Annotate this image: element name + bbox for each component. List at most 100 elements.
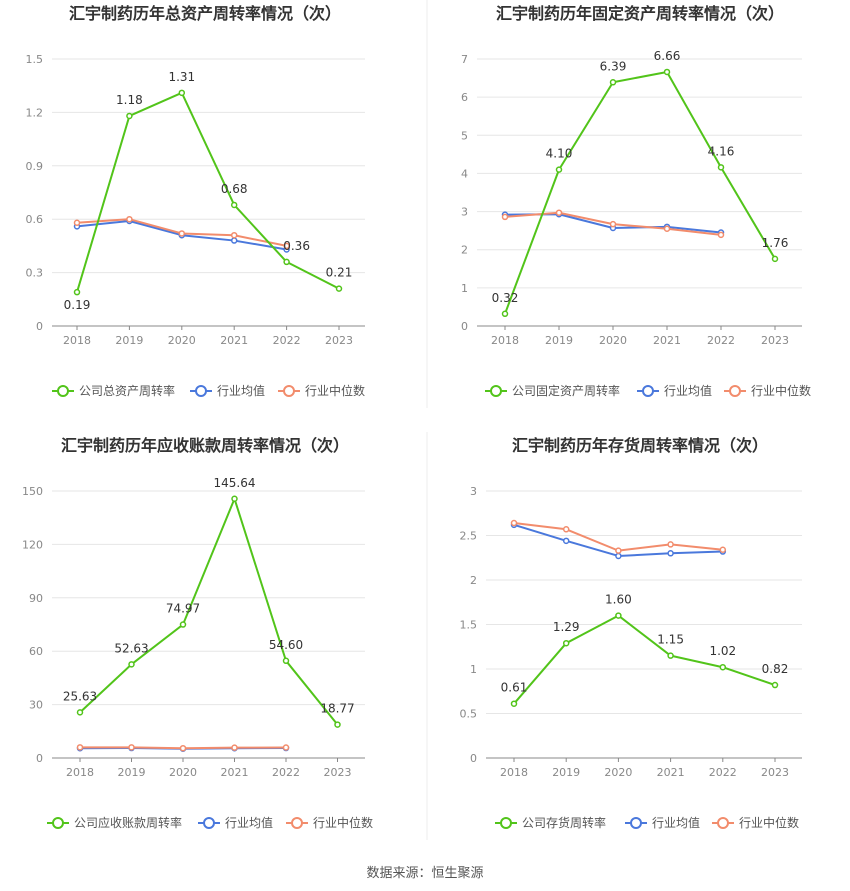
- x-tick-label: 2019: [552, 766, 580, 779]
- data-point-median: [282, 744, 290, 751]
- data-point-company: [771, 681, 779, 689]
- x-tick-label: 2022: [273, 334, 301, 347]
- chart-title: 汇宇制药历年应收账款周转率情况（次）: [61, 436, 349, 455]
- series-line-company: [79, 497, 339, 726]
- data-point-median: [615, 547, 622, 554]
- data-point-median: [501, 213, 509, 221]
- data-label: 1.15: [657, 633, 684, 647]
- data-point-median: [178, 230, 186, 237]
- data-label: 145.64: [214, 476, 256, 490]
- y-tick-label: 0.5: [460, 708, 478, 721]
- data-point-median: [562, 526, 570, 533]
- data-point-median: [76, 744, 84, 751]
- y-tick-label: 0.3: [26, 267, 44, 280]
- data-point-avg: [230, 237, 238, 244]
- legend-label: 公司总资产周转率: [79, 383, 175, 398]
- legend-marker-icon: [195, 385, 207, 397]
- data-point-median: [719, 546, 727, 553]
- data-point-median: [717, 231, 725, 239]
- legend-item-avg[interactable]: 行业均值: [190, 383, 265, 398]
- y-tick-label: 60: [29, 645, 43, 658]
- chart-panel-3: 汇宇制药历年应收账款周转率情况（次） 0 30 60 90 120 150 2018 2019 2…: [22, 436, 373, 830]
- data-label: 6.39: [600, 59, 627, 73]
- x-tick-label: 2020: [599, 334, 627, 347]
- legend-marker-icon: [630, 817, 642, 829]
- legend-item-median[interactable]: 行业中位数: [724, 383, 811, 398]
- data-point-company: [73, 288, 81, 296]
- data-point-avg: [615, 552, 622, 560]
- data-point-company: [76, 709, 84, 716]
- x-tick-label: 2020: [168, 334, 196, 347]
- x-tick-label: 2019: [545, 334, 573, 347]
- data-label: 6.66: [654, 49, 681, 63]
- legend-item-avg[interactable]: 行业均值: [198, 815, 273, 830]
- data-point-company: [771, 255, 779, 263]
- data-point-median: [555, 209, 563, 216]
- data-label: 0.68: [221, 182, 248, 196]
- data-point-median: [510, 519, 518, 527]
- legend-item-company[interactable]: 公司应收账款周转率: [47, 815, 182, 830]
- data-point-median: [126, 215, 133, 223]
- legend-label: 行业中位数: [313, 815, 373, 830]
- data-point-company: [334, 721, 341, 728]
- y-tick-label: 6: [461, 91, 468, 104]
- y-tick-label: 1.2: [26, 106, 44, 119]
- y-tick-label: 5: [461, 129, 468, 142]
- legend-label: 行业中位数: [739, 815, 799, 830]
- data-label: 1.31: [168, 70, 195, 84]
- data-label: 0.36: [283, 239, 310, 253]
- chart-panel-1: 汇宇制药历年总资产周转率情况（次） 0 0.3 0.6 0.9 1.2 1.5 2018 201…: [26, 4, 366, 398]
- legend-marker-icon: [729, 385, 741, 397]
- data-label: 4.10: [546, 147, 573, 161]
- legend-item-company[interactable]: 公司存货周转率: [495, 815, 606, 830]
- data-point-company: [230, 201, 238, 209]
- legend-marker-icon: [642, 385, 654, 397]
- data-label: 1.02: [709, 644, 736, 658]
- data-point-company: [615, 612, 622, 619]
- data-point-company: [609, 79, 617, 86]
- legend-label: 行业均值: [664, 383, 712, 398]
- data-point-company: [128, 661, 135, 668]
- legend-item-median[interactable]: 行业中位数: [286, 815, 373, 830]
- legend-item-company[interactable]: 公司总资产周转率: [52, 383, 175, 398]
- data-label: 1.60: [605, 593, 632, 607]
- x-tick-label: 2020: [604, 766, 632, 779]
- x-tick-label: 2018: [500, 766, 528, 779]
- data-point-company: [335, 285, 343, 292]
- legend-label: 行业均值: [652, 815, 700, 830]
- x-tick-label: 2021: [220, 334, 248, 347]
- legend-marker-icon: [52, 817, 64, 829]
- x-tick-label: 2021: [657, 766, 685, 779]
- data-point-median: [667, 541, 674, 548]
- legend-label: 行业均值: [217, 383, 265, 398]
- series-line-company: [504, 70, 776, 315]
- y-tick-label: 0: [470, 752, 477, 765]
- chart-title: 汇宇制药历年存货周转率情况（次）: [512, 436, 768, 455]
- data-label: 18.77: [320, 702, 354, 716]
- x-tick-label: 2018: [66, 766, 94, 779]
- legend-item-avg[interactable]: 行业均值: [625, 815, 700, 830]
- y-tick-label: 7: [461, 53, 468, 66]
- x-tick-label: 2019: [118, 766, 146, 779]
- data-point-median: [283, 242, 290, 250]
- chart-title: 汇宇制药历年总资产周转率情况（次）: [69, 4, 341, 23]
- data-label: 0.61: [501, 681, 528, 695]
- legend-item-avg[interactable]: 行业均值: [637, 383, 712, 398]
- x-tick-label: 2021: [221, 766, 249, 779]
- legend-label: 行业中位数: [305, 383, 365, 398]
- y-tick-label: 1: [470, 663, 477, 676]
- legend-item-median[interactable]: 行业中位数: [712, 815, 799, 830]
- x-tick-label: 2023: [761, 334, 789, 347]
- y-tick-label: 2.5: [460, 530, 478, 543]
- x-tick-label: 2023: [324, 766, 352, 779]
- legend-item-median[interactable]: 行业中位数: [278, 383, 365, 398]
- data-point-company: [719, 663, 727, 671]
- y-tick-label: 2: [470, 574, 477, 587]
- data-point-median: [179, 744, 187, 752]
- y-tick-label: 0: [461, 320, 468, 333]
- data-label: 0.19: [64, 298, 91, 312]
- y-tick-label: 1.5: [460, 619, 478, 632]
- legend-item-company[interactable]: 公司固定资产周转率: [485, 383, 620, 398]
- series-line-company: [76, 91, 340, 293]
- legend-label: 公司固定资产周转率: [512, 383, 620, 398]
